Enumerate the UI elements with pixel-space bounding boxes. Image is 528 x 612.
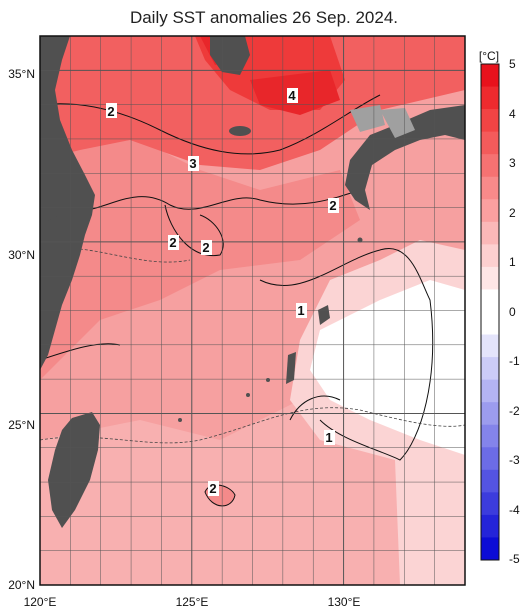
- island-tanegashima: [357, 237, 363, 243]
- colorbar-ticks: 5 4 3 2 1 0 -1 -2 -3 -4 -5: [509, 57, 520, 566]
- colorbar-tick-1: 1: [509, 255, 516, 269]
- lon-label-120: 120°E: [24, 595, 57, 609]
- colorbar-swatch: [481, 424, 499, 448]
- colorbar-frame: [480, 63, 500, 561]
- contour-line-3: [40, 94, 381, 155]
- contour-label-1-s: 1: [325, 430, 332, 445]
- contour-labels: 2 4 3 2 2 2 1 1 2: [106, 88, 339, 496]
- colorbar-swatch: [481, 64, 499, 88]
- map-grid: [40, 36, 465, 585]
- island-amami: [318, 305, 330, 325]
- contour-label-2-s: 2: [209, 481, 216, 496]
- lon-label-130: 130°E: [328, 595, 361, 609]
- island-okinawa: [286, 352, 296, 384]
- colorbar-tick-m2: -2: [509, 404, 520, 418]
- colorbar-swatch: [481, 154, 499, 178]
- lat-label-35: 35°N: [8, 67, 35, 81]
- land-jeju: [229, 126, 251, 136]
- colorbar-swatch: [481, 244, 499, 268]
- colorbar-tick-m1: -1: [509, 354, 520, 368]
- colorbar-tick-2: 2: [509, 206, 516, 220]
- land-china: [40, 36, 95, 370]
- colorbar-swatch: [481, 199, 499, 223]
- colorbar-tick-m4: -4: [509, 503, 520, 517]
- contour-label-1-n: 1: [297, 303, 304, 318]
- colorbar-swatch: [481, 514, 499, 538]
- colorbar-tick-4: 4: [509, 107, 516, 121]
- island-miyako: [246, 393, 250, 397]
- island-kerama: [266, 378, 270, 382]
- colorbar-swatch: [481, 402, 499, 426]
- colorbar-swatch: [481, 289, 499, 313]
- colorbar-unit: [°C]: [479, 49, 499, 63]
- anomaly-zero-area: [310, 280, 465, 455]
- colorbar-swatch: [481, 334, 499, 358]
- land-korea: [210, 36, 250, 75]
- colorbar-tick-m3: -3: [509, 453, 520, 467]
- colorbar-swatch: [481, 469, 499, 493]
- contour-line-west: [40, 343, 121, 361]
- contour-label-2-c2: 2: [202, 240, 209, 255]
- colorbar: [480, 63, 500, 561]
- lon-label-125: 125°E: [176, 595, 209, 609]
- colorbar-swatch: [481, 176, 499, 200]
- colorbar-tick-5: 5: [509, 57, 516, 71]
- colorbar-swatch: [481, 537, 499, 561]
- contour-label-2-c1: 2: [169, 235, 176, 250]
- anomaly-central-area: [40, 130, 360, 380]
- colorbar-tick-0: 0: [509, 305, 516, 319]
- contour-label-2-e: 2: [329, 198, 336, 213]
- colorbar-swatch: [481, 266, 499, 290]
- lat-label-20: 20°N: [8, 578, 35, 592]
- shallow-shikoku: [380, 108, 415, 138]
- colorbar-swatch: [481, 357, 499, 381]
- land-japan: [330, 36, 465, 210]
- contour-line-2: [59, 189, 361, 213]
- island-ishigaki: [178, 418, 182, 422]
- colorbar-swatch: [481, 109, 499, 133]
- contour-dashed-south: [40, 407, 465, 444]
- contour-line-1: [259, 247, 434, 461]
- colorbar-swatch: [481, 447, 499, 471]
- colorbar-swatch: [481, 86, 499, 110]
- contour-loop-2: [164, 204, 224, 256]
- colorbar-swatch: [481, 221, 499, 245]
- island-zhoushan: [40, 200, 60, 222]
- shallow-seto: [350, 105, 385, 132]
- colorbar-swatch: [481, 492, 499, 516]
- contour-label-3: 3: [189, 156, 196, 171]
- colorbar-swatch: [481, 131, 499, 155]
- contour-label-4: 4: [288, 88, 296, 103]
- colorbar-tick-m5: -5: [509, 552, 520, 566]
- lat-label-25: 25°N: [8, 418, 35, 432]
- map-title: Daily SST anomalies 26 Sep. 2024.: [129, 8, 399, 27]
- contour-label-2-nw: 2: [107, 104, 114, 119]
- map-frame: [39, 35, 466, 586]
- land-taiwan: [48, 412, 100, 528]
- lat-label-30: 30°N: [8, 248, 35, 262]
- contour-line-1b: [289, 395, 341, 421]
- colorbar-swatch: [481, 379, 499, 403]
- colorbar-tick-3: 3: [509, 156, 516, 170]
- colorbar-swatch: [481, 312, 499, 336]
